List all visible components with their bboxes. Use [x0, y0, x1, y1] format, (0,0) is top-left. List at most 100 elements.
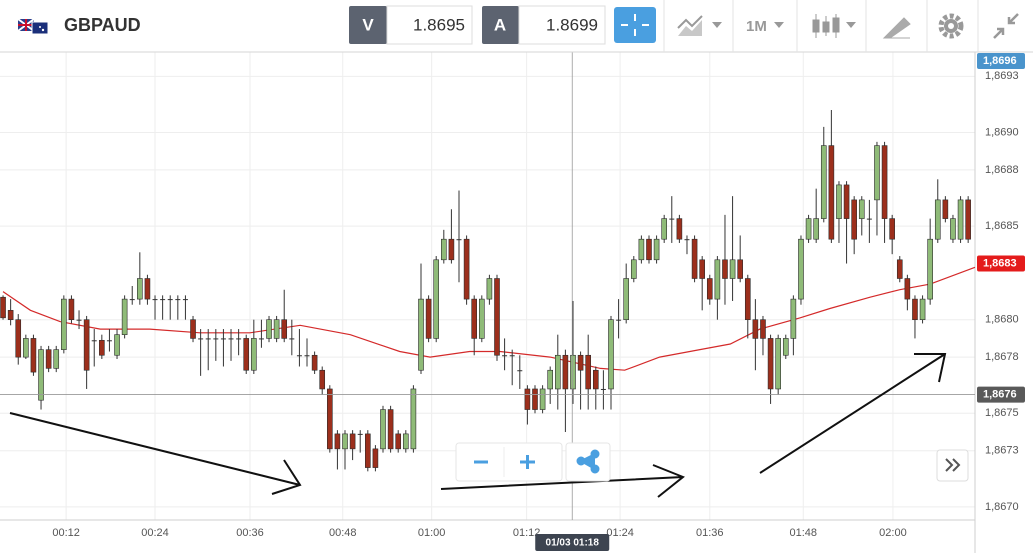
bid-box[interactable]	[386, 5, 473, 45]
ask-box[interactable]	[518, 5, 606, 45]
x-tick-label: 00:12	[52, 527, 80, 539]
candle-body	[45, 349, 52, 369]
candle-body	[387, 409, 394, 450]
candle-body	[881, 145, 888, 219]
crosshair-icon	[621, 14, 649, 36]
candle-body	[767, 338, 774, 390]
candle-body	[843, 184, 850, 219]
candle-body	[471, 298, 478, 339]
candle-body	[616, 319, 622, 321]
ask-badge[interactable]	[482, 6, 519, 44]
crosshair-price-label: 1,8676	[983, 388, 1017, 400]
candle-body	[281, 319, 288, 339]
x-tick-label: 00:48	[329, 527, 357, 539]
candle-body	[38, 349, 44, 401]
candle-body	[737, 259, 743, 279]
candle-body	[167, 299, 173, 301]
candle-body	[30, 338, 37, 373]
zoom-in[interactable]	[520, 455, 535, 469]
candle-body	[304, 355, 310, 357]
candle-body	[813, 218, 819, 240]
x-tick-label: 00:24	[141, 527, 169, 539]
candle-body	[121, 298, 128, 335]
candle-body	[365, 433, 371, 468]
price-tag	[977, 53, 1025, 69]
candle-body	[638, 238, 645, 261]
candle-body	[623, 278, 629, 320]
candle-body	[463, 238, 470, 300]
candle-body	[83, 319, 90, 371]
candle-body	[258, 338, 264, 340]
timeframe[interactable]: 1M	[746, 18, 767, 35]
candle-body	[706, 278, 713, 300]
candle-body	[630, 259, 637, 279]
y-tick-label: 1,8673	[985, 445, 1019, 457]
chart-type-button[interactable]	[677, 15, 722, 36]
candle-body	[600, 388, 606, 390]
y-tick-label: 1,8678	[985, 351, 1019, 363]
candle-body	[775, 338, 781, 390]
candle-body	[874, 145, 880, 201]
candle-body	[68, 298, 75, 320]
candle-body	[220, 338, 226, 340]
candle-body	[289, 338, 295, 340]
candle-body	[684, 239, 690, 241]
collapse-icon[interactable]	[993, 13, 1019, 39]
crosshair-button[interactable]	[614, 7, 656, 43]
candle-body	[889, 218, 895, 240]
candle-body	[646, 238, 652, 261]
candle-body	[106, 340, 112, 342]
candle-body	[23, 338, 29, 358]
candle-body	[175, 299, 181, 301]
candle-body	[919, 298, 926, 320]
draw-tool-icon[interactable]	[882, 17, 911, 39]
bid-badge[interactable]	[349, 6, 387, 44]
candle-body	[273, 319, 280, 339]
candle-body	[539, 388, 546, 410]
y-tick-label: 1,8693	[985, 70, 1019, 82]
ask-price: 1.8699	[546, 15, 598, 34]
x-tick-label: 00:36	[236, 527, 264, 539]
candle-style-button[interactable]	[812, 14, 856, 38]
candle-body	[502, 355, 508, 357]
candle-body	[403, 433, 409, 450]
candle-body	[0, 296, 6, 319]
candle-body	[722, 259, 728, 279]
candle-body	[228, 338, 234, 340]
candle-body	[349, 433, 356, 450]
crosshair-time-label: 01/03 01:18	[546, 538, 600, 549]
candle-body	[570, 354, 576, 390]
y-tick-label: 1,8680	[985, 314, 1019, 326]
x-tick-label: 01:36	[696, 527, 724, 539]
candle-body	[380, 409, 386, 450]
candle-body	[114, 334, 120, 356]
y-tick-label: 1,8675	[985, 407, 1019, 419]
candle-body	[433, 259, 440, 339]
candle-body	[296, 355, 302, 357]
candle-body	[858, 199, 865, 219]
flag-icon	[17, 18, 49, 35]
candle-body	[676, 218, 683, 240]
candle-body	[577, 354, 584, 371]
candle-body	[61, 298, 67, 350]
candle-body	[91, 340, 97, 342]
candle-body	[190, 319, 196, 339]
candle-body	[744, 278, 751, 320]
candle-body	[798, 238, 804, 300]
y-tick-label: 1,8688	[985, 164, 1019, 176]
candle-body	[448, 238, 455, 261]
candle-body	[904, 278, 911, 300]
candle-body	[160, 299, 166, 301]
candle-body	[927, 238, 933, 300]
y-tick-label: 1,8685	[985, 220, 1019, 232]
candle-body	[942, 199, 949, 219]
settings-icon[interactable]	[938, 13, 964, 39]
annotation-arrows	[9, 353, 947, 498]
candle-body	[691, 238, 698, 279]
candle-body	[418, 298, 424, 371]
candle-body	[182, 299, 188, 301]
candle-body	[950, 218, 956, 240]
share-icon[interactable]	[576, 449, 600, 474]
candle-body	[896, 259, 903, 279]
